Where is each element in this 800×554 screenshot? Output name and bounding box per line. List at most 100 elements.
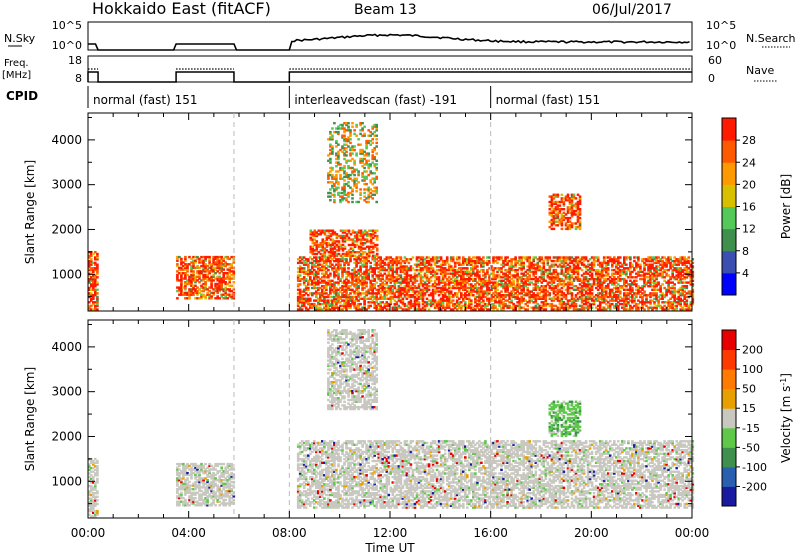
echo-cell [522,261,525,265]
echo-cell [532,272,535,275]
echo-cell [92,283,95,286]
echo-cell [188,255,191,259]
echo-cell [564,259,568,263]
echo-cell [389,299,393,302]
echo-cell [202,259,205,262]
echo-cell [196,275,199,278]
echo-cell [417,290,421,293]
echo-cell [359,267,362,270]
echo-cell [92,267,95,270]
echo-cell [496,292,499,295]
echo-cell [220,284,223,287]
echo-cell [560,302,564,306]
echo-cell [393,308,397,311]
echo-cell [566,283,570,286]
echo-cell [202,288,205,291]
echo-cell [520,277,523,281]
echo-cell [208,272,211,275]
echo-cell [498,304,501,308]
echo-cell [349,259,352,263]
echo-cell [395,276,399,279]
echo-cell [321,308,324,311]
echo-cell [518,258,521,261]
echo-cell [180,257,183,261]
echo-cell [230,297,233,300]
echo-cell [387,277,391,281]
echo-cell [317,297,320,300]
echo-cell [532,274,535,277]
echo-cell [548,285,552,288]
echo-cell [486,281,489,284]
echo-cell [212,270,215,273]
echo-cell [202,277,205,280]
echo-cell [558,279,562,282]
echo-cell [94,292,97,295]
echo-cell [572,263,576,266]
echo-cell [180,261,183,264]
echo-cell [298,306,302,309]
echo-cell [490,306,493,309]
echo-cell [302,299,306,302]
echo-cell [506,306,509,309]
echo-cell [526,276,529,279]
echo-cell [464,285,467,288]
echo-cell [186,273,189,277]
echo-cell [343,179,346,182]
echo-cell [206,255,209,259]
echo-cell [369,292,372,295]
echo-cell [357,268,360,272]
echo-cell [321,295,324,299]
echo-cell [433,263,437,266]
echo-cell [534,270,538,274]
echo-cell [417,259,421,263]
echo-cell [381,285,384,288]
echo-cell [437,279,441,282]
echo-cell [437,259,441,263]
echo-cell [554,270,558,274]
echo-cell [304,286,308,290]
echo-cell [361,277,364,281]
echo-cell [347,306,350,309]
echo-cell [218,261,221,264]
echo-cell [552,259,556,263]
echo-cell [427,285,431,288]
echo-cell [562,259,566,263]
echo-cell [532,265,535,268]
echo-cell [317,276,320,279]
echo-cell [566,302,570,306]
echo-cell [373,302,376,306]
echo-cell [204,268,207,271]
echo-cell [94,306,97,309]
echo-cell [445,304,449,308]
echo-cell [419,263,423,266]
echo-cell [460,292,463,295]
echo-cell [576,274,580,277]
echo-cell [304,285,308,288]
echo-cell [393,286,397,290]
echo-cell [88,261,91,265]
echo-cell [480,279,483,282]
echo-cell [184,288,187,291]
echo-cell [425,283,429,286]
echo-cell [331,267,334,270]
echo-cell [484,261,487,265]
echo-cell [385,301,389,304]
echo-cell [343,283,346,286]
echo-cell [355,190,358,193]
echo-cell [184,275,187,278]
echo-cell [502,301,505,304]
echo-cell [182,293,185,296]
echo-cell [548,277,552,281]
echo-cell [526,258,529,261]
echo-cell [319,302,322,306]
echo-cell [317,299,320,302]
echo-cell [492,274,495,277]
echo-cell [516,268,519,272]
echo-cell [488,256,491,259]
echo-cell [300,258,304,261]
echo-cell [300,277,304,281]
echo-cell [92,288,95,291]
echo-cell [385,294,389,297]
echo-cell [178,279,181,282]
echo-cell [439,268,443,272]
